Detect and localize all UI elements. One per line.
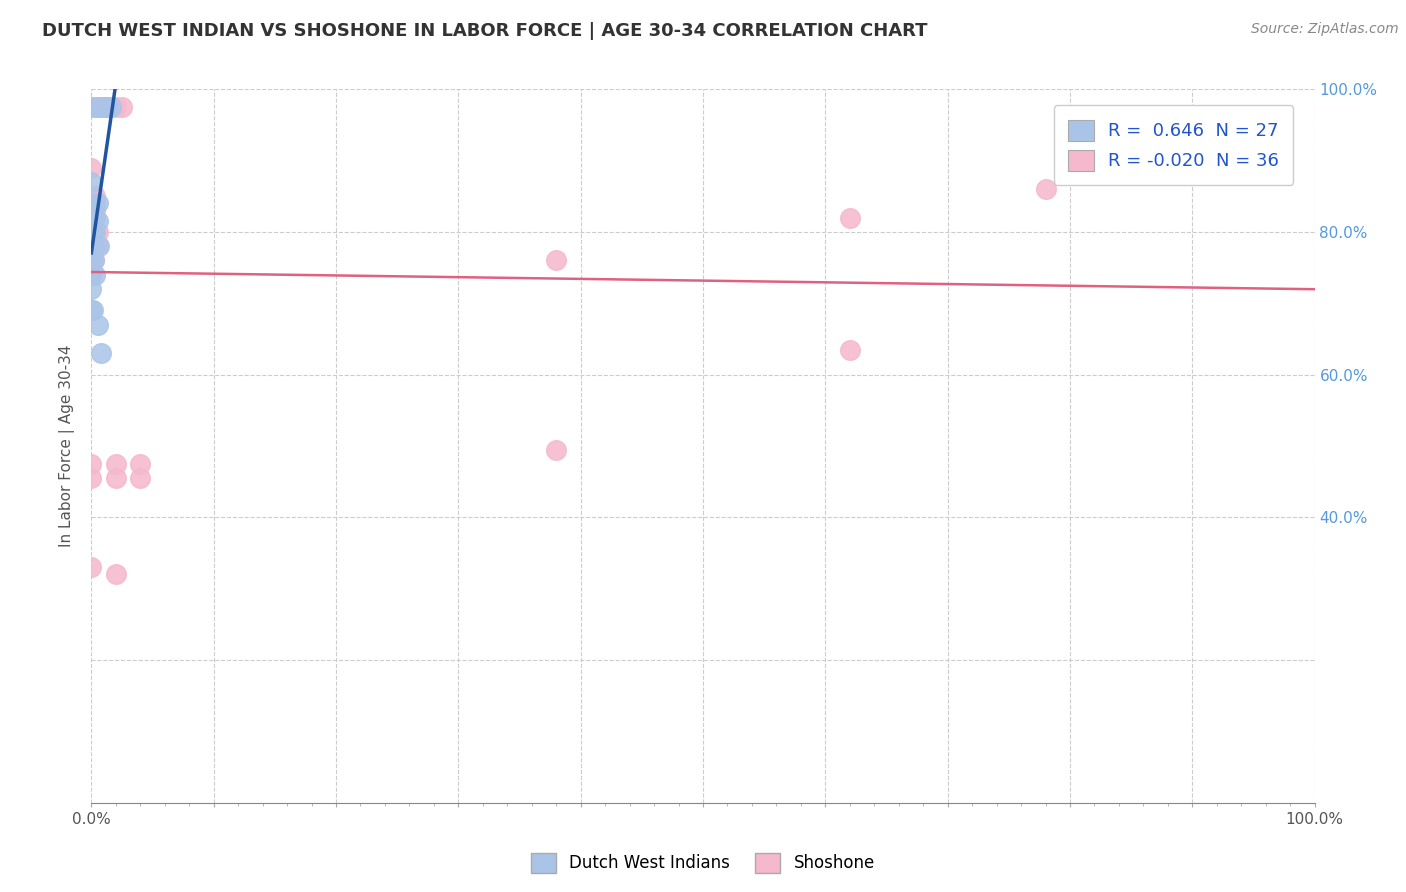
Point xyxy=(96,100,118,114)
Point xyxy=(80,457,103,471)
Point xyxy=(104,471,127,485)
Point xyxy=(93,100,115,114)
Point xyxy=(90,100,112,114)
Point xyxy=(83,253,105,268)
Point xyxy=(80,175,103,189)
Point xyxy=(80,203,103,218)
Legend: Dutch West Indians, Shoshone: Dutch West Indians, Shoshone xyxy=(524,847,882,880)
Point xyxy=(83,225,105,239)
Point xyxy=(80,225,103,239)
Point xyxy=(546,442,568,457)
Point xyxy=(84,189,107,203)
Point xyxy=(104,567,127,582)
Point xyxy=(83,253,105,268)
Point xyxy=(89,100,111,114)
Point xyxy=(129,457,152,471)
Point xyxy=(80,189,103,203)
Point xyxy=(86,239,108,253)
Point xyxy=(838,211,860,225)
Point xyxy=(80,253,103,268)
Text: Source: ZipAtlas.com: Source: ZipAtlas.com xyxy=(1251,22,1399,37)
Point xyxy=(80,100,103,114)
Point xyxy=(86,225,108,239)
Point xyxy=(86,214,108,228)
Point xyxy=(80,268,103,282)
Point xyxy=(80,211,103,225)
Point xyxy=(90,346,112,360)
Point xyxy=(80,303,103,318)
Point xyxy=(96,100,118,114)
Point xyxy=(80,239,103,253)
Point xyxy=(100,100,122,114)
Point xyxy=(104,100,127,114)
Y-axis label: In Labor Force | Age 30-34: In Labor Force | Age 30-34 xyxy=(59,344,76,548)
Point xyxy=(80,218,103,232)
Point xyxy=(546,253,568,268)
Legend: R =  0.646  N = 27, R = -0.020  N = 36: R = 0.646 N = 27, R = -0.020 N = 36 xyxy=(1054,105,1294,185)
Point xyxy=(80,225,103,239)
Point xyxy=(83,225,105,239)
Point xyxy=(86,196,108,211)
Point xyxy=(80,161,103,175)
Point xyxy=(80,239,103,253)
Point xyxy=(84,268,107,282)
Point xyxy=(87,239,110,253)
Point xyxy=(83,239,105,253)
Point xyxy=(80,268,103,282)
Point xyxy=(83,218,105,232)
Point xyxy=(83,239,105,253)
Point xyxy=(80,560,103,574)
Point xyxy=(129,471,152,485)
Point xyxy=(93,100,115,114)
Point xyxy=(104,457,127,471)
Point xyxy=(84,203,107,218)
Point xyxy=(1035,182,1057,196)
Point xyxy=(84,211,107,225)
Point xyxy=(86,318,108,332)
Point xyxy=(86,100,108,114)
Point xyxy=(111,100,134,114)
Point xyxy=(838,343,860,357)
Point xyxy=(80,471,103,485)
Point xyxy=(84,196,107,211)
Point xyxy=(80,100,103,114)
Point xyxy=(82,303,104,318)
Point xyxy=(84,225,107,239)
Point xyxy=(80,253,103,268)
Point xyxy=(80,282,103,296)
Text: DUTCH WEST INDIAN VS SHOSHONE IN LABOR FORCE | AGE 30-34 CORRELATION CHART: DUTCH WEST INDIAN VS SHOSHONE IN LABOR F… xyxy=(42,22,928,40)
Point xyxy=(84,100,107,114)
